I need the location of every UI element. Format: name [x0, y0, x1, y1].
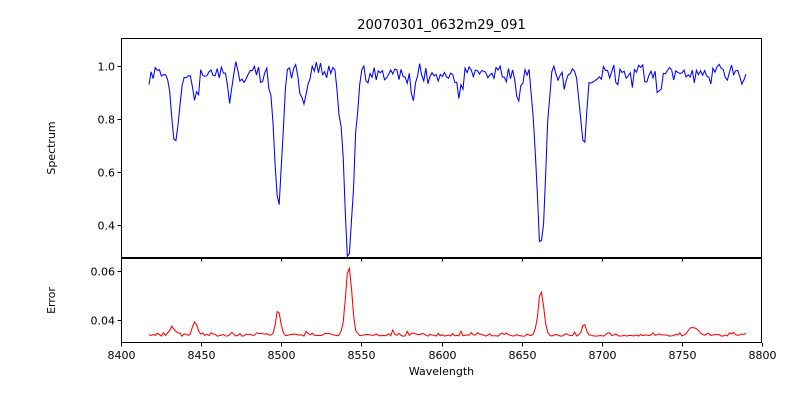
error-plot-frame	[121, 258, 762, 343]
figure-title: 20070301_0632m29_091	[357, 18, 526, 33]
spectrum-plot-frame	[121, 38, 762, 258]
error-xtick-label: 8500	[268, 349, 296, 362]
error-axes: 0.04 0.06 8400 8450 8500 8550 8600 8650 8700 8750…	[45, 258, 777, 378]
spectrum-data-line	[148, 61, 747, 258]
error-yaxis-label: Error	[45, 287, 58, 314]
spectrum-ytick-label: 1.0	[98, 61, 116, 74]
error-data-line	[148, 266, 747, 337]
spectrum-yaxis-label: Spectrum	[45, 121, 58, 174]
error-ytick-label: 0.06	[91, 266, 116, 279]
error-xtick-label: 8400	[108, 349, 136, 362]
xaxis-label: Wavelength	[409, 365, 474, 378]
spectrum-ytick-label: 0.8	[98, 114, 116, 127]
error-xtick-label: 8650	[509, 349, 537, 362]
error-ytick-label: 0.04	[91, 315, 116, 328]
error-xtick-label: 8800	[749, 349, 777, 362]
error-xtick-label: 8700	[589, 349, 617, 362]
spectrum-ytick-label: 0.4	[98, 220, 116, 233]
spectrum-ytick-label: 0.6	[98, 167, 116, 180]
error-xtick-label: 8600	[429, 349, 457, 362]
error-xtick-label: 8750	[669, 349, 697, 362]
spectrum-axes: 0.4 0.6 0.8 1.0 Spectrum	[45, 38, 762, 262]
error-xtick-label: 8450	[188, 349, 216, 362]
error-xtick-label: 8550	[348, 349, 376, 362]
